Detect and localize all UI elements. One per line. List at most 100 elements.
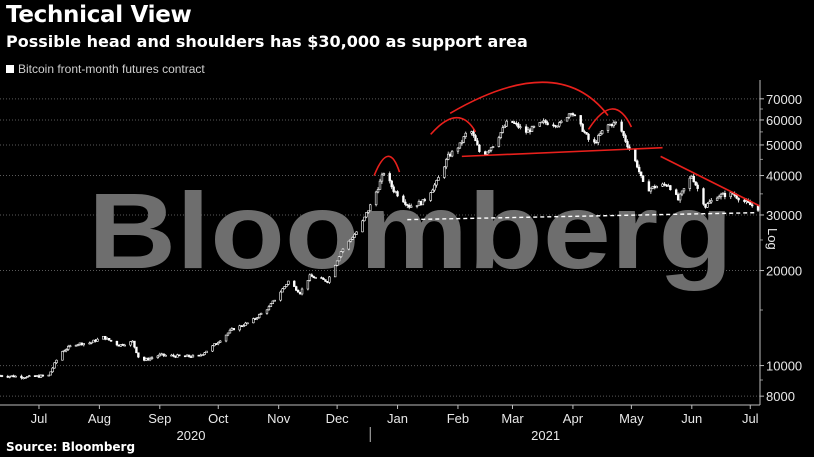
x-tick-label: Jun (681, 411, 702, 426)
candle-body (460, 141, 464, 144)
candle-body (382, 173, 386, 176)
candle-body (694, 181, 697, 186)
candle-body (524, 126, 528, 133)
candle-body (296, 290, 300, 293)
candle-body (63, 350, 66, 353)
candle-body (232, 328, 236, 331)
candle-body (76, 344, 80, 346)
candle-body (293, 280, 296, 287)
candle-body (595, 141, 598, 144)
year-label: 2021 (531, 428, 560, 443)
candle-body (160, 353, 163, 356)
legend-swatch (6, 65, 14, 73)
candle-body (651, 185, 655, 189)
candle-body (532, 125, 536, 128)
pattern-arc (449, 81, 609, 116)
candle-body (339, 251, 343, 258)
y-tick-label: 40000 (766, 169, 802, 184)
candle-body (74, 344, 78, 347)
candle-body (37, 375, 41, 378)
price-candles (0, 112, 760, 380)
candle-body (587, 133, 590, 140)
candle-body (415, 205, 419, 207)
candle-body (92, 339, 95, 343)
y-axis-label: Log (765, 228, 780, 250)
candle-body (692, 175, 695, 183)
y-tick-label: 20000 (766, 264, 802, 279)
candle-body (402, 195, 405, 203)
candle-body (53, 362, 56, 369)
candle-body (39, 374, 43, 378)
candle-body (148, 357, 152, 361)
candle-body (715, 197, 719, 201)
candle-body (608, 123, 612, 126)
candle-body (24, 377, 27, 379)
candle-body (567, 113, 571, 118)
candle-body (185, 354, 189, 357)
candle-body (655, 185, 658, 189)
candle-body (228, 329, 232, 334)
candle-body (283, 286, 286, 290)
candle-body (583, 131, 586, 133)
y-axis: 8000 10000 20000 30000 40000 50000 60000 70000 (759, 80, 802, 405)
candle-body (649, 187, 653, 192)
candle-body (610, 123, 614, 127)
candle-body (201, 354, 204, 356)
candle-body (721, 192, 725, 195)
x-tick-label: May (619, 411, 644, 426)
candle-body (78, 342, 82, 345)
x-tick-label: Nov (267, 411, 291, 426)
candle-body (538, 122, 541, 127)
candle-body (238, 325, 241, 331)
candle-body (409, 205, 413, 208)
candle-body (443, 166, 446, 178)
x-tick-label: Mar (501, 411, 524, 426)
candle-body (678, 193, 682, 201)
candle-body (579, 115, 582, 125)
candle-body (226, 332, 230, 336)
candle-body (706, 203, 709, 208)
candle-body (406, 204, 409, 206)
candle-body (170, 354, 173, 357)
candle-body (203, 352, 206, 355)
candle-body (485, 151, 489, 155)
candle-body (421, 199, 425, 206)
candle-body (419, 201, 423, 206)
candle-body (281, 288, 284, 293)
candle-body (328, 276, 331, 283)
x-tick-label: Feb (447, 411, 469, 426)
candle-body (458, 142, 462, 149)
x-tick-label: Jan (387, 411, 408, 426)
candle-body (33, 375, 37, 377)
candle-body (35, 375, 39, 377)
candle-body (639, 171, 643, 177)
pattern-annotations (373, 81, 761, 221)
candle-body (199, 354, 202, 357)
candle-body (380, 174, 384, 182)
candle-body (663, 183, 666, 186)
candle-body (156, 355, 160, 359)
candle-body (637, 166, 641, 173)
candle-body (626, 141, 629, 148)
candle-body (279, 291, 282, 301)
candle-body (365, 212, 368, 218)
candle-body (497, 137, 501, 147)
candle-body (61, 351, 64, 361)
candle-body (737, 197, 740, 201)
candle-body (489, 147, 493, 151)
candle-body (675, 189, 678, 195)
candle-body (90, 341, 93, 344)
candle-body (669, 185, 672, 191)
candle-body (404, 201, 407, 205)
candle-body (369, 204, 372, 212)
candle-body (394, 191, 397, 193)
candle-body (12, 375, 15, 378)
candle-body (702, 188, 705, 205)
candle-body (647, 181, 651, 192)
candle-body (47, 374, 50, 377)
candle-body (300, 288, 304, 295)
candle-body (710, 200, 713, 203)
candle-body (67, 346, 70, 350)
candle-body (682, 188, 686, 192)
